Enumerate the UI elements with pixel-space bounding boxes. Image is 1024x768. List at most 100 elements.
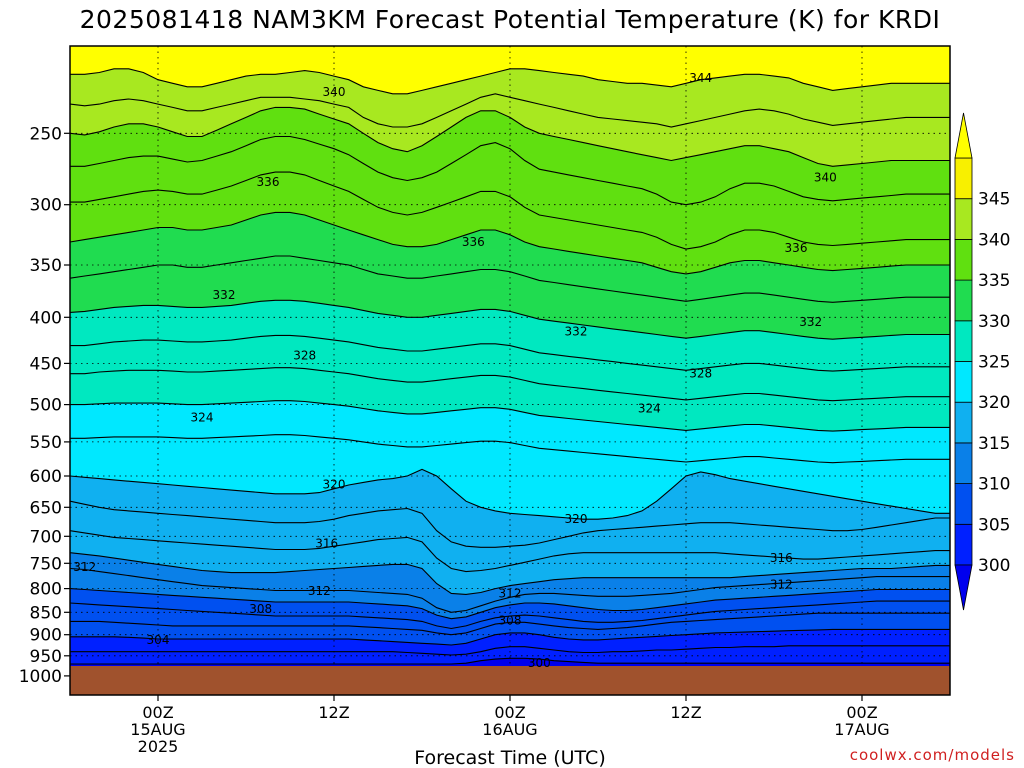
y-tick-label: 1000 xyxy=(19,667,62,687)
x-tick-label: 16AUG xyxy=(482,720,537,739)
contour-label: 336 xyxy=(785,241,808,255)
x-tick-label: 15AUG xyxy=(130,720,185,739)
y-tick-label: 900 xyxy=(30,626,62,646)
colorbar-label: 305 xyxy=(978,515,1010,535)
colorbar-label: 345 xyxy=(978,190,1010,210)
colorbar: 300 305 310 315 320 325 330 335 340 345 xyxy=(954,112,1010,611)
contour-label: 312 xyxy=(770,578,793,592)
colorbar-segment xyxy=(954,483,973,525)
fill-band xyxy=(70,588,950,629)
contour-label: 324 xyxy=(191,411,214,425)
isentrope-310 xyxy=(70,588,950,620)
contour-label: 312 xyxy=(499,586,522,600)
isentrope-342 xyxy=(70,93,950,128)
y-tick-label: 350 xyxy=(30,256,62,276)
colorbar-under-arrow xyxy=(954,564,973,611)
isentrope-306 xyxy=(70,612,950,636)
fill-band xyxy=(70,107,950,205)
y-tick-label: 250 xyxy=(30,124,62,144)
x-axis-label: Forecast Time (UTC) xyxy=(414,747,605,768)
y-tick-label: 700 xyxy=(30,527,62,547)
contour-label: 336 xyxy=(257,175,280,189)
contour-label: 312 xyxy=(73,560,96,574)
x-tick-label: 00Z xyxy=(142,703,173,722)
colorbar-segment xyxy=(954,320,973,362)
x-tick-label: 12Z xyxy=(318,703,349,722)
contour-label: 336 xyxy=(462,235,485,249)
fill-band xyxy=(70,601,950,635)
fill-band xyxy=(70,629,950,655)
colorbar-label: 335 xyxy=(978,271,1010,291)
colorbar-label: 320 xyxy=(978,393,1010,413)
isentrope-318 xyxy=(70,500,950,548)
contour-label: 308 xyxy=(499,614,522,628)
fill-band xyxy=(70,136,950,249)
chart-title: 2025081418 NAM3KM Forecast Potential Tem… xyxy=(80,5,941,34)
x-tick-label: 17AUG xyxy=(834,720,889,739)
fill-band xyxy=(70,68,950,127)
y-tick-label: 400 xyxy=(30,308,62,328)
fill-band xyxy=(70,645,950,664)
contour-label: 332 xyxy=(565,325,588,339)
fill-band xyxy=(70,434,950,520)
contour-label: 308 xyxy=(249,602,272,616)
contour-label: 304 xyxy=(147,633,170,647)
x-tick-label: 12Z xyxy=(670,703,701,722)
colorbar-segment xyxy=(954,198,973,240)
contour-label: 312 xyxy=(308,584,331,598)
isentrope-340 xyxy=(70,106,950,167)
fill-band xyxy=(70,256,950,340)
colorbar-label: 330 xyxy=(978,312,1010,332)
fill-band xyxy=(70,335,950,401)
fill-band xyxy=(70,552,950,613)
ground-surface xyxy=(70,666,950,695)
colorbar-label: 340 xyxy=(978,230,1010,250)
y-tick-label: 450 xyxy=(30,354,62,374)
colorbar-segment xyxy=(954,157,973,200)
y-axis-ticks: 250 300 350 400 450 500 550 600 650 700 750 800 850 9… xyxy=(19,124,70,687)
fill-band xyxy=(70,530,950,595)
isentrope-308 xyxy=(70,600,950,630)
y-tick-label: 550 xyxy=(30,433,62,453)
contour-label: 344 xyxy=(689,71,712,85)
isentrope-304 xyxy=(70,628,950,646)
contour-label: 320 xyxy=(565,512,588,526)
fill-band xyxy=(70,46,950,94)
contour-label: 340 xyxy=(323,85,346,99)
contour-label: 332 xyxy=(799,315,822,329)
y-tick-label: 750 xyxy=(30,554,62,574)
credit-text: coolwx.com/models xyxy=(850,746,1015,764)
contour-label: 300 xyxy=(528,656,551,670)
x-tick-label: 00Z xyxy=(494,703,525,722)
fill-band xyxy=(70,568,950,619)
isentrope-336 xyxy=(70,171,950,250)
contour-label: 324 xyxy=(638,402,661,416)
contour-label: 316 xyxy=(315,537,338,551)
contour-label: 320 xyxy=(323,477,346,491)
isentrope-328 xyxy=(70,334,950,372)
fill-band xyxy=(70,212,950,303)
contour-label: 332 xyxy=(213,288,236,302)
y-tick-label: 850 xyxy=(30,603,62,623)
y-tick-label: 500 xyxy=(30,396,62,416)
isentrope-338 xyxy=(70,135,950,206)
colorbar-segment xyxy=(954,361,973,403)
contour-label: 328 xyxy=(293,349,316,363)
y-tick-label: 600 xyxy=(30,467,62,487)
colorbar-label: 300 xyxy=(978,556,1010,576)
y-tick-label: 300 xyxy=(30,196,62,216)
isentrope-300 xyxy=(70,657,950,665)
isentrope-320 xyxy=(70,468,950,520)
x-tick-label: 2025 xyxy=(138,737,179,756)
y-tick-label: 800 xyxy=(30,580,62,600)
y-tick-label: 950 xyxy=(30,647,62,667)
colorbar-segment xyxy=(954,279,973,322)
contour-labels: 340 344 340 336 336 336 332 332 332 328 328 324 324 3… xyxy=(73,71,837,670)
isentrope-334 xyxy=(70,211,950,275)
y-tick-label: 650 xyxy=(30,498,62,518)
contour-label: 316 xyxy=(770,551,793,565)
fill-band xyxy=(70,469,950,548)
colorbar-over-arrow xyxy=(954,112,973,159)
